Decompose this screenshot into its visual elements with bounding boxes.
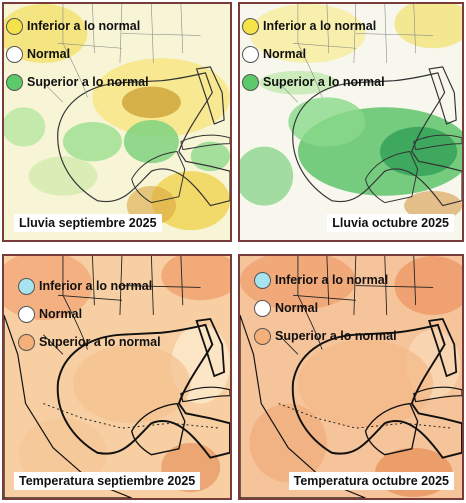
legend-label-above: Superior a lo normal — [39, 335, 161, 349]
legend-swatch-below — [254, 271, 271, 289]
legend-item-normal: Normal — [242, 40, 385, 68]
legend-swatch-normal — [254, 299, 271, 317]
panel-caption: Temperatura septiembre 2025 — [14, 472, 201, 490]
panel-caption: Lluvia octubre 2025 — [327, 214, 454, 232]
legend-label-below: Inferior a lo normal — [39, 279, 153, 293]
legend-label-normal: Normal — [27, 47, 71, 61]
legend-label-below: Inferior a lo normal — [27, 19, 141, 33]
rain-september-map — [4, 4, 230, 240]
temperature-october-map-panel: Inferior a lo normal Normal Superior a l… — [238, 254, 464, 500]
legend-label-below: Inferior a lo normal — [263, 19, 377, 33]
panel-caption: Lluvia septiembre 2025 — [14, 214, 162, 232]
legend-swatch-above — [254, 327, 271, 345]
legend-label-above: Superior a lo normal — [263, 75, 385, 89]
rain-september-map-panel: Inferior a lo normal Normal Superior a l… — [2, 2, 232, 242]
temperature-legend: Inferior a lo normal Normal Superior a l… — [254, 266, 397, 350]
legend-item-above: Superior a lo normal — [254, 322, 397, 350]
temperature-september-map-panel: Inferior a lo normal Normal Superior a l… — [2, 254, 232, 500]
legend-swatch-normal — [18, 305, 35, 323]
legend-item-normal: Normal — [6, 40, 149, 68]
legend-swatch-below — [242, 17, 259, 35]
legend-item-above: Superior a lo normal — [18, 328, 161, 356]
legend-swatch-normal — [242, 45, 259, 63]
legend-swatch-above — [18, 333, 35, 351]
legend-item-above: Superior a lo normal — [6, 68, 149, 96]
legend-label-normal: Normal — [39, 307, 83, 321]
legend-swatch-below — [6, 17, 23, 35]
legend-label-above: Superior a lo normal — [27, 75, 149, 89]
legend-item-normal: Normal — [254, 294, 397, 322]
temperature-october-map — [240, 256, 462, 498]
legend-label-below: Inferior a lo normal — [275, 273, 389, 287]
rain-legend: Inferior a lo normal Normal Superior a l… — [242, 12, 385, 96]
legend-item-below: Inferior a lo normal — [254, 266, 397, 294]
legend-item-above: Superior a lo normal — [242, 68, 385, 96]
rain-legend: Inferior a lo normal Normal Superior a l… — [6, 12, 149, 96]
panel-caption: Temperatura octubre 2025 — [288, 472, 454, 490]
legend-swatch-above — [242, 73, 259, 91]
temperature-legend: Inferior a lo normal Normal Superior a l… — [18, 272, 161, 356]
legend-item-below: Inferior a lo normal — [18, 272, 161, 300]
legend-swatch-normal — [6, 45, 23, 63]
rain-october-map — [240, 4, 462, 240]
legend-item-normal: Normal — [18, 300, 161, 328]
legend-label-above: Superior a lo normal — [275, 329, 397, 343]
legend-item-below: Inferior a lo normal — [6, 12, 149, 40]
legend-label-normal: Normal — [275, 301, 319, 315]
legend-swatch-below — [18, 277, 35, 295]
rain-october-map-panel: Inferior a lo normal Normal Superior a l… — [238, 2, 464, 242]
legend-item-below: Inferior a lo normal — [242, 12, 385, 40]
temperature-september-map — [4, 256, 230, 498]
legend-swatch-above — [6, 73, 23, 91]
legend-label-normal: Normal — [263, 47, 307, 61]
